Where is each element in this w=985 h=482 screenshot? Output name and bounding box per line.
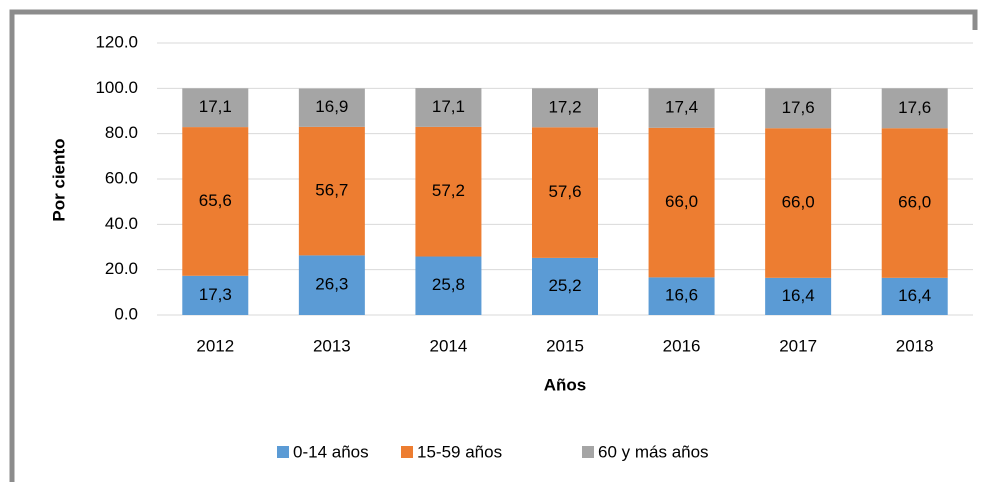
y-tick-label: 120.0 — [95, 32, 138, 51]
bar-segment — [648, 88, 715, 128]
x-tick-label: 2014 — [430, 336, 468, 355]
legend-swatch — [582, 446, 594, 458]
y-tick-label: 20.0 — [105, 259, 138, 278]
data-label: 17,3 — [199, 285, 232, 304]
data-label: 17,1 — [199, 97, 232, 116]
y-tick-label: 60.0 — [105, 168, 138, 187]
y-axis-title: Por ciento — [49, 138, 68, 221]
legend-swatch — [277, 446, 289, 458]
data-label: 16,4 — [898, 286, 931, 305]
x-tick-label: 2017 — [779, 336, 817, 355]
bar-segment — [532, 88, 598, 128]
x-tick-label: 2013 — [313, 336, 351, 355]
data-label: 16,6 — [665, 286, 698, 305]
data-label: 26,3 — [315, 275, 348, 294]
bar-segment — [415, 126, 482, 257]
y-tick-label: 0.0 — [114, 304, 138, 323]
x-axis-title: Años — [544, 375, 587, 394]
bar-segment — [881, 277, 948, 315]
bar-segment — [415, 88, 482, 127]
y-tick-label: 80.0 — [105, 123, 138, 142]
data-label: 25,2 — [548, 276, 581, 295]
bar-segment — [532, 127, 598, 258]
x-tick-label: 2015 — [546, 336, 584, 355]
legend-swatch — [401, 446, 413, 458]
data-label: 17,6 — [898, 98, 931, 117]
bar-segment — [532, 257, 598, 315]
bar-segment — [298, 88, 365, 127]
x-tick-label: 2012 — [196, 336, 234, 355]
bar-segment — [182, 88, 249, 128]
data-label: 57,6 — [548, 182, 581, 201]
bar-segment — [415, 256, 482, 315]
bar-segment — [765, 128, 832, 278]
y-tick-label: 100.0 — [95, 78, 138, 97]
bar-segment — [765, 277, 832, 315]
bar-segment — [881, 88, 948, 129]
data-label: 66,0 — [782, 193, 815, 212]
legend-label: 60 y más años — [598, 442, 709, 461]
bar-segment — [182, 275, 249, 315]
data-label: 17,1 — [432, 97, 465, 116]
data-label: 66,0 — [898, 193, 931, 212]
data-label: 16,9 — [315, 97, 348, 116]
data-label: 25,8 — [432, 275, 465, 294]
bar-segment — [182, 127, 249, 276]
bar-segment — [648, 127, 715, 278]
x-tick-label: 2018 — [896, 336, 934, 355]
y-tick-label: 40.0 — [105, 214, 138, 233]
legend-label: 15-59 años — [417, 442, 502, 461]
data-label: 17,6 — [782, 98, 815, 117]
data-label: 66,0 — [665, 192, 698, 211]
bar-segment — [881, 128, 948, 278]
data-label: 65,6 — [199, 191, 232, 210]
data-label: 16,4 — [782, 286, 815, 305]
data-label: 57,2 — [432, 181, 465, 200]
bar-segment — [298, 126, 365, 256]
data-label: 56,7 — [315, 181, 348, 200]
bar-segment — [298, 255, 365, 315]
frame — [9, 9, 978, 482]
data-label: 17,2 — [548, 97, 581, 116]
bar-segment — [765, 88, 832, 129]
data-label: 17,4 — [665, 98, 698, 117]
legend-label: 0-14 años — [293, 442, 369, 461]
x-tick-label: 2016 — [663, 336, 701, 355]
bar-segment — [648, 277, 715, 315]
